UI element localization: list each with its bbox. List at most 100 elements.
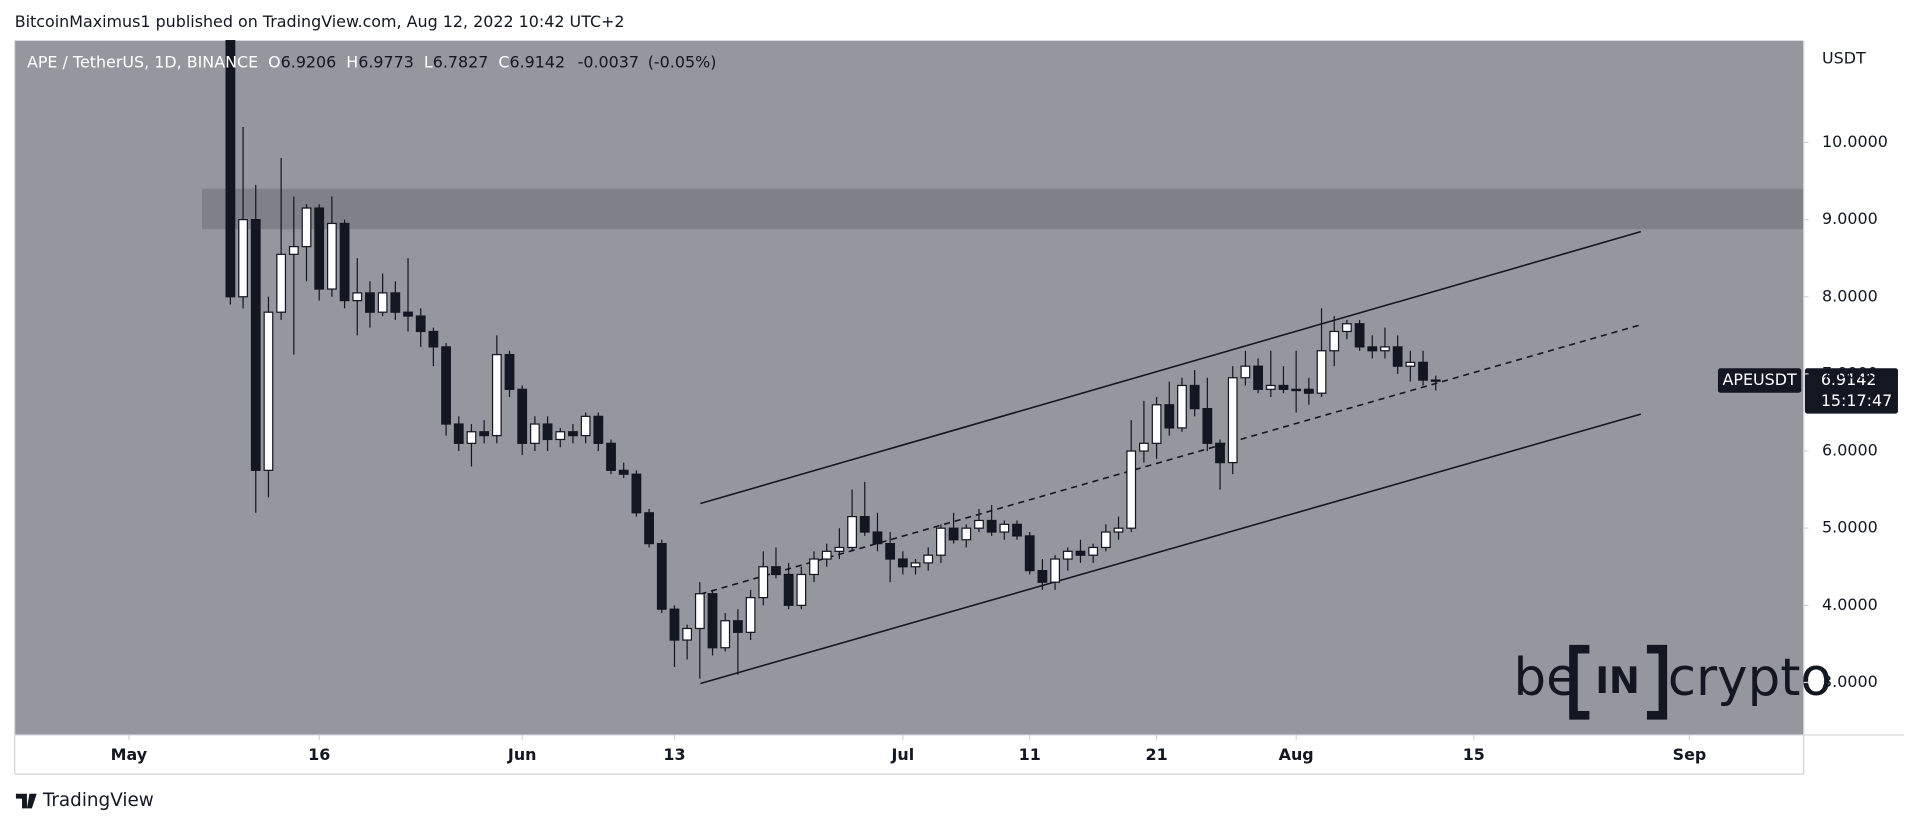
candle-body (517, 388, 528, 444)
candle-body (352, 292, 363, 302)
candle-body (326, 222, 337, 290)
candle-body (529, 423, 540, 444)
candle-body (758, 566, 769, 599)
candle-body (1342, 323, 1352, 333)
candle-body (631, 473, 642, 514)
candle-body (1024, 535, 1035, 572)
candle-body (821, 550, 832, 560)
candle-body (1367, 346, 1378, 352)
x-tick-label: Sep (1673, 745, 1707, 764)
footer: TradingView (15, 790, 154, 811)
candle-body (1392, 346, 1403, 367)
candle-body (1088, 546, 1099, 556)
channel-upper (700, 230, 1642, 505)
candle-body (682, 627, 693, 641)
candle-body (720, 620, 731, 649)
candle-body (606, 442, 616, 471)
candles (225, 40, 1441, 679)
x-tick-label: Jul (890, 745, 914, 764)
price-tag: APEUSDT 6.9142 15:17:47 (1717, 368, 1898, 414)
channel-middle (700, 323, 1642, 595)
y-tick-label: 7.0000 (1822, 363, 1878, 382)
candle-body (986, 519, 997, 533)
ohlc-close: 6.9142 (509, 52, 565, 71)
candle-body (238, 219, 248, 298)
change-pct: (-0.05%) (648, 52, 717, 71)
last-price: 6.9142 (1821, 370, 1877, 389)
candle-body (936, 527, 946, 556)
candle-body (644, 512, 654, 545)
last-price-bg (1804, 368, 1898, 414)
candle-body (1139, 442, 1149, 452)
candle-body (897, 558, 908, 568)
candle-body (339, 222, 350, 302)
candle-body (1037, 570, 1048, 583)
candle-body (656, 543, 667, 610)
candle-body (1329, 330, 1340, 352)
candle-body (390, 292, 401, 313)
candle-body (961, 527, 972, 541)
candle-body (910, 562, 921, 568)
symbol-tag: APEUSDT (1722, 370, 1797, 389)
candle-body (783, 573, 794, 606)
candle-body (999, 523, 1010, 533)
candle-body (771, 566, 781, 576)
ohlc-high: 6.9773 (358, 52, 414, 71)
candle-body (1012, 523, 1022, 537)
tv-logo-dot (30, 793, 36, 799)
candle-body (263, 311, 274, 471)
candle-body (796, 573, 807, 606)
candle-body (415, 315, 426, 333)
candle-body (1075, 550, 1086, 556)
candle-body (225, 40, 236, 298)
candle-body (314, 207, 325, 290)
candle-body (365, 292, 375, 313)
candle-body (250, 219, 261, 471)
ohlc-low: 6.7827 (433, 52, 489, 71)
y-tick-label: 10.0000 (1822, 132, 1888, 151)
footer-brand: TradingView (42, 790, 154, 811)
watermark-box: IN (1595, 659, 1639, 702)
countdown: 15:17:47 (1821, 391, 1892, 410)
y-tick-label: 9.0000 (1822, 209, 1878, 228)
y-tick-label: 6.0000 (1822, 441, 1878, 460)
candle-body (1202, 408, 1213, 444)
candle-body (809, 558, 819, 576)
y-tick-label: 3.0000 (1822, 672, 1878, 691)
candle-body (872, 531, 883, 545)
candle-body (1253, 365, 1263, 390)
candle-body (1380, 346, 1390, 352)
symbol: APE / TetherUS, 1D, BINANCE (27, 52, 258, 71)
candle-body (859, 516, 870, 533)
candle-body (694, 593, 705, 630)
x-tick-label: Aug (1279, 745, 1314, 764)
x-tick-label: 15 (1463, 745, 1485, 764)
watermark-right: crypto (1668, 648, 1832, 708)
change: -0.0037 (578, 52, 639, 71)
candle-body (441, 346, 451, 425)
candle-body (834, 546, 845, 552)
candle-body (707, 593, 718, 649)
x-tick-label: 13 (663, 745, 685, 764)
candle-body (1316, 350, 1327, 394)
candle-body (1215, 442, 1225, 464)
x-tick-label: 21 (1146, 745, 1168, 764)
candle-body (580, 415, 591, 437)
candle-body (1151, 404, 1162, 444)
candle-body (568, 431, 578, 437)
watermark-left: be (1513, 648, 1577, 708)
candle-body (1291, 388, 1302, 392)
x-tick-label: 11 (1019, 745, 1041, 764)
candle-body (1227, 377, 1238, 464)
candle-body (403, 311, 413, 317)
resistance-zone (202, 188, 1804, 230)
price-unit: USDT (1822, 49, 1866, 68)
candle-body (1303, 388, 1314, 394)
candle-body (1405, 361, 1416, 367)
candle-body (1189, 384, 1200, 410)
x-tick-label: May (111, 745, 148, 764)
candle-body (1126, 450, 1137, 529)
ohlc-label: L (424, 52, 433, 71)
candle-body (974, 519, 984, 529)
